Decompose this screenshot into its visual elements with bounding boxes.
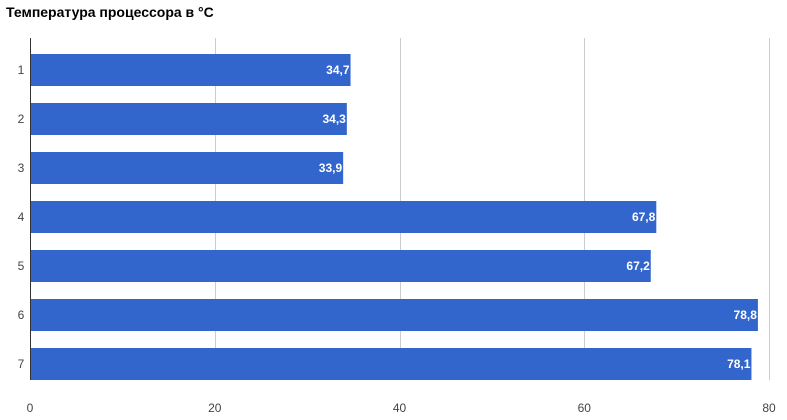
x-tick-label: 60 [578, 401, 592, 415]
y-tick-label: 1 [18, 63, 25, 77]
y-tick-label: 3 [18, 161, 25, 175]
data-label: 33,9 [319, 161, 343, 175]
y-tick-label: 2 [18, 112, 25, 126]
bar [30, 299, 758, 331]
x-tick-label: 40 [393, 401, 407, 415]
data-label: 34,7 [326, 63, 350, 77]
data-label: 78,8 [734, 308, 758, 322]
x-tick-label: 20 [208, 401, 222, 415]
data-label: 34,3 [322, 112, 346, 126]
bar [30, 250, 651, 282]
chart-title: Температура процессора в °С [6, 4, 214, 20]
x-tick-label: 80 [762, 401, 776, 415]
y-tick-label: 7 [18, 357, 25, 371]
bar [30, 348, 752, 380]
y-tick-label: 4 [18, 210, 25, 224]
data-label: 67,8 [632, 210, 656, 224]
x-tick-label: 0 [27, 401, 34, 415]
bar [30, 152, 344, 184]
y-tick-label: 5 [18, 259, 25, 273]
bar [30, 103, 347, 135]
bar [30, 201, 657, 233]
y-tick-label: 6 [18, 308, 25, 322]
data-label: 78,1 [727, 357, 751, 371]
bar [30, 54, 351, 86]
data-label: 67,2 [626, 259, 650, 273]
